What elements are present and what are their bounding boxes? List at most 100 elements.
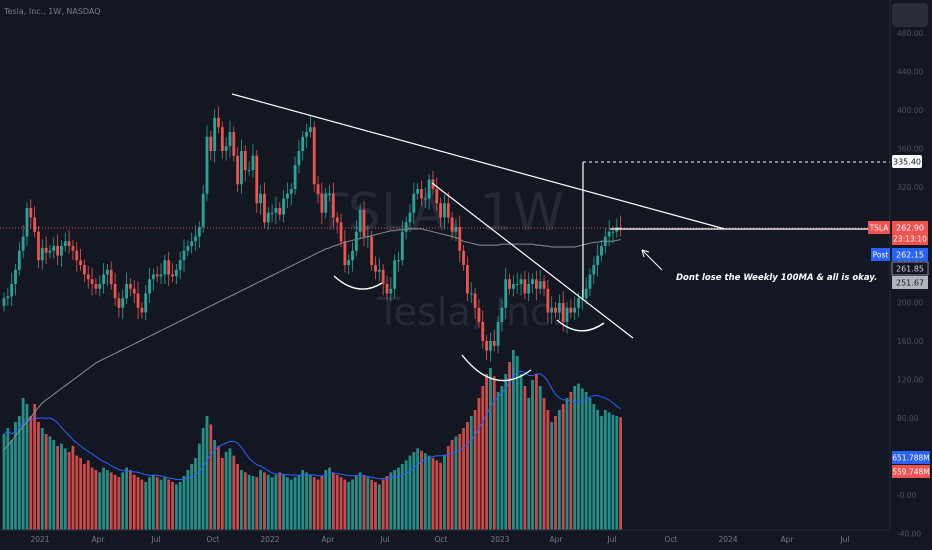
volume-bar bbox=[416, 448, 420, 530]
candle-body bbox=[132, 288, 136, 294]
candle-body bbox=[320, 193, 324, 213]
candle-body bbox=[481, 322, 485, 342]
volume-bar bbox=[504, 374, 508, 530]
volume-bar bbox=[270, 477, 274, 530]
volume-bar bbox=[274, 474, 278, 530]
candle-body bbox=[44, 247, 48, 253]
target-price-label: 335.40 bbox=[893, 158, 921, 167]
volume-bar bbox=[25, 404, 29, 530]
candle-body bbox=[224, 146, 228, 152]
candle-body bbox=[592, 265, 596, 275]
time-tick-label: Apr bbox=[781, 535, 795, 544]
volume-bar bbox=[408, 455, 412, 530]
candle-body bbox=[351, 250, 354, 261]
volume-bar bbox=[374, 482, 377, 530]
volume-bar bbox=[240, 470, 243, 530]
candle-body bbox=[393, 260, 397, 289]
volume-bar bbox=[136, 477, 140, 530]
volume-bar bbox=[347, 482, 351, 530]
volume-bar bbox=[523, 386, 527, 530]
head-arc[interactable] bbox=[461, 354, 532, 382]
volume-bar bbox=[542, 398, 546, 530]
candle-body bbox=[40, 247, 44, 261]
candle-body bbox=[588, 274, 592, 289]
candle-body bbox=[98, 284, 102, 289]
volume-bar bbox=[366, 477, 370, 530]
volume-bar bbox=[615, 416, 619, 530]
time-tick-label: 2024 bbox=[718, 535, 737, 544]
candle-body bbox=[240, 151, 243, 185]
candle-body bbox=[584, 288, 588, 299]
ma100-line bbox=[3, 228, 621, 451]
candle-body bbox=[151, 274, 155, 280]
candle-body bbox=[289, 189, 293, 194]
time-tick-label: Oct bbox=[665, 535, 678, 544]
candle-body bbox=[83, 265, 86, 275]
candle-body bbox=[121, 298, 125, 308]
volume-bar bbox=[580, 388, 584, 530]
chart-menu-button[interactable] bbox=[892, 3, 928, 27]
volume-bar bbox=[14, 422, 17, 530]
candle-body bbox=[220, 127, 224, 152]
candle-body bbox=[33, 217, 37, 232]
volume-bar bbox=[21, 398, 25, 530]
volume-bar bbox=[343, 479, 347, 530]
candle-body bbox=[159, 274, 163, 277]
candles bbox=[2, 106, 623, 362]
candle-body bbox=[293, 165, 297, 190]
left-shoulder-arc[interactable] bbox=[333, 275, 383, 290]
volume-bar bbox=[389, 472, 393, 530]
candle-body bbox=[389, 288, 393, 294]
inner-trendline[interactable] bbox=[431, 182, 634, 339]
volume-bar bbox=[496, 392, 500, 530]
candle-body bbox=[331, 193, 335, 218]
volume-label: 559.748M bbox=[892, 468, 930, 477]
candle-body bbox=[316, 184, 320, 194]
volume-bar bbox=[619, 417, 623, 530]
volume-bar bbox=[393, 470, 397, 530]
candle-body bbox=[454, 227, 458, 232]
volume-bar bbox=[335, 474, 339, 530]
candle-body bbox=[519, 279, 523, 285]
volume-bar bbox=[17, 416, 21, 530]
price-a-label: 261.85 bbox=[896, 265, 924, 274]
volume-bar bbox=[79, 458, 82, 530]
volume-bar bbox=[186, 470, 190, 530]
right-shoulder-arc[interactable] bbox=[556, 319, 605, 332]
candle-body bbox=[485, 341, 488, 351]
candle-body bbox=[466, 265, 469, 294]
volume-bar bbox=[362, 474, 366, 530]
candle-body bbox=[163, 260, 167, 275]
candle-body bbox=[75, 250, 79, 261]
candle-body bbox=[106, 269, 109, 275]
time-tick-label: Jul bbox=[606, 535, 616, 544]
annotation-arrowhead bbox=[641, 249, 650, 258]
candle-body bbox=[14, 269, 17, 285]
volume-bar bbox=[301, 470, 305, 530]
volume-bar bbox=[420, 450, 423, 530]
volume-bar bbox=[174, 484, 178, 530]
candle-body bbox=[343, 241, 347, 266]
volume-bar bbox=[243, 472, 247, 530]
volume-bar bbox=[297, 474, 301, 530]
candle-body bbox=[278, 208, 282, 215]
post-tag-bg bbox=[871, 248, 890, 261]
volume-bar bbox=[515, 356, 519, 530]
candle-body bbox=[60, 246, 63, 256]
candle-body bbox=[347, 260, 351, 266]
volume-bar bbox=[596, 410, 600, 530]
volume-bar bbox=[83, 464, 86, 530]
candle-body bbox=[577, 298, 580, 308]
volume-bar bbox=[454, 436, 458, 530]
candle-body bbox=[178, 260, 182, 270]
descending-trendline[interactable] bbox=[231, 93, 726, 230]
volume-bar bbox=[435, 460, 439, 530]
volume-bar bbox=[423, 453, 427, 530]
volume-bar bbox=[190, 464, 194, 530]
volume-bar bbox=[71, 446, 75, 530]
candle-body bbox=[374, 265, 377, 272]
volume-bar bbox=[500, 386, 504, 530]
candle-body bbox=[128, 284, 132, 289]
volume-bar bbox=[10, 440, 14, 530]
